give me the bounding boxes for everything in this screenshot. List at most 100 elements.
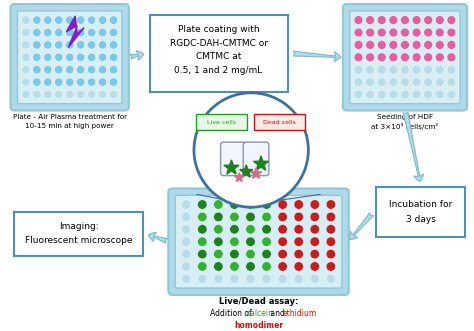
Circle shape: [230, 200, 239, 209]
Circle shape: [389, 40, 398, 49]
Circle shape: [447, 40, 456, 49]
Text: and: and: [268, 309, 287, 318]
Circle shape: [182, 249, 191, 259]
Circle shape: [65, 66, 74, 74]
Circle shape: [436, 78, 444, 86]
Circle shape: [447, 53, 456, 62]
Circle shape: [326, 212, 336, 222]
Circle shape: [76, 53, 85, 62]
Circle shape: [22, 41, 30, 49]
Circle shape: [424, 53, 433, 62]
Circle shape: [55, 41, 63, 49]
Circle shape: [230, 249, 239, 259]
Circle shape: [22, 66, 30, 74]
Text: Incubation for: Incubation for: [389, 200, 452, 209]
Circle shape: [55, 78, 63, 86]
Circle shape: [99, 28, 107, 37]
Circle shape: [326, 237, 336, 246]
Circle shape: [424, 28, 433, 37]
Circle shape: [278, 249, 287, 259]
Circle shape: [401, 78, 410, 86]
Circle shape: [377, 90, 386, 99]
Circle shape: [76, 28, 85, 37]
Circle shape: [44, 28, 52, 37]
Circle shape: [76, 16, 85, 24]
Circle shape: [424, 65, 433, 74]
Text: CMTMC at: CMTMC at: [196, 52, 241, 61]
Circle shape: [33, 16, 41, 24]
FancyBboxPatch shape: [254, 115, 305, 130]
Circle shape: [230, 262, 239, 271]
Circle shape: [354, 53, 363, 62]
Circle shape: [22, 78, 30, 86]
FancyBboxPatch shape: [196, 115, 247, 130]
Circle shape: [246, 200, 255, 209]
Circle shape: [22, 90, 30, 99]
Circle shape: [109, 16, 118, 24]
Circle shape: [310, 212, 319, 222]
Circle shape: [194, 93, 309, 207]
Text: 0.5, 1 and 2 mg/mL: 0.5, 1 and 2 mg/mL: [174, 66, 263, 75]
Circle shape: [65, 28, 74, 37]
Circle shape: [33, 53, 41, 62]
FancyBboxPatch shape: [343, 4, 467, 111]
Circle shape: [262, 225, 271, 234]
Circle shape: [214, 200, 223, 209]
Circle shape: [366, 53, 374, 62]
Circle shape: [354, 65, 363, 74]
Circle shape: [33, 28, 41, 37]
Circle shape: [55, 53, 63, 62]
Circle shape: [76, 41, 85, 49]
Circle shape: [389, 16, 398, 24]
Circle shape: [436, 16, 444, 24]
Circle shape: [99, 66, 107, 74]
Circle shape: [65, 53, 74, 62]
Text: Seeding of HDF: Seeding of HDF: [377, 114, 433, 119]
Circle shape: [424, 40, 433, 49]
Circle shape: [198, 274, 207, 284]
Circle shape: [412, 65, 421, 74]
Circle shape: [262, 249, 271, 259]
FancyBboxPatch shape: [376, 187, 465, 237]
Circle shape: [377, 53, 386, 62]
Circle shape: [44, 78, 52, 86]
Text: Live/Dead assay:: Live/Dead assay:: [219, 297, 298, 306]
Text: Dead cells: Dead cells: [264, 120, 296, 125]
Circle shape: [278, 237, 287, 246]
Circle shape: [109, 78, 118, 86]
Circle shape: [377, 16, 386, 24]
Circle shape: [109, 66, 118, 74]
Circle shape: [55, 66, 63, 74]
Circle shape: [44, 66, 52, 74]
Circle shape: [22, 53, 30, 62]
Circle shape: [198, 249, 207, 259]
Circle shape: [109, 53, 118, 62]
Circle shape: [326, 200, 336, 209]
Circle shape: [262, 212, 271, 222]
Circle shape: [55, 28, 63, 37]
Circle shape: [88, 28, 96, 37]
Circle shape: [366, 90, 374, 99]
Text: at 3×10³ cells/cm²: at 3×10³ cells/cm²: [371, 123, 438, 130]
Circle shape: [182, 225, 191, 234]
Circle shape: [377, 78, 386, 86]
Text: homodimer: homodimer: [234, 321, 283, 330]
Circle shape: [262, 262, 271, 271]
Circle shape: [182, 237, 191, 246]
Circle shape: [326, 274, 336, 284]
Circle shape: [99, 78, 107, 86]
Circle shape: [246, 249, 255, 259]
Text: 10-15 min at high power: 10-15 min at high power: [25, 123, 114, 129]
Circle shape: [262, 200, 271, 209]
Circle shape: [436, 90, 444, 99]
Circle shape: [310, 249, 319, 259]
Circle shape: [214, 262, 223, 271]
FancyBboxPatch shape: [10, 4, 129, 111]
Circle shape: [109, 41, 118, 49]
Circle shape: [366, 40, 374, 49]
Circle shape: [230, 225, 239, 234]
Circle shape: [366, 16, 374, 24]
Circle shape: [401, 16, 410, 24]
FancyBboxPatch shape: [168, 188, 349, 295]
Circle shape: [354, 28, 363, 37]
